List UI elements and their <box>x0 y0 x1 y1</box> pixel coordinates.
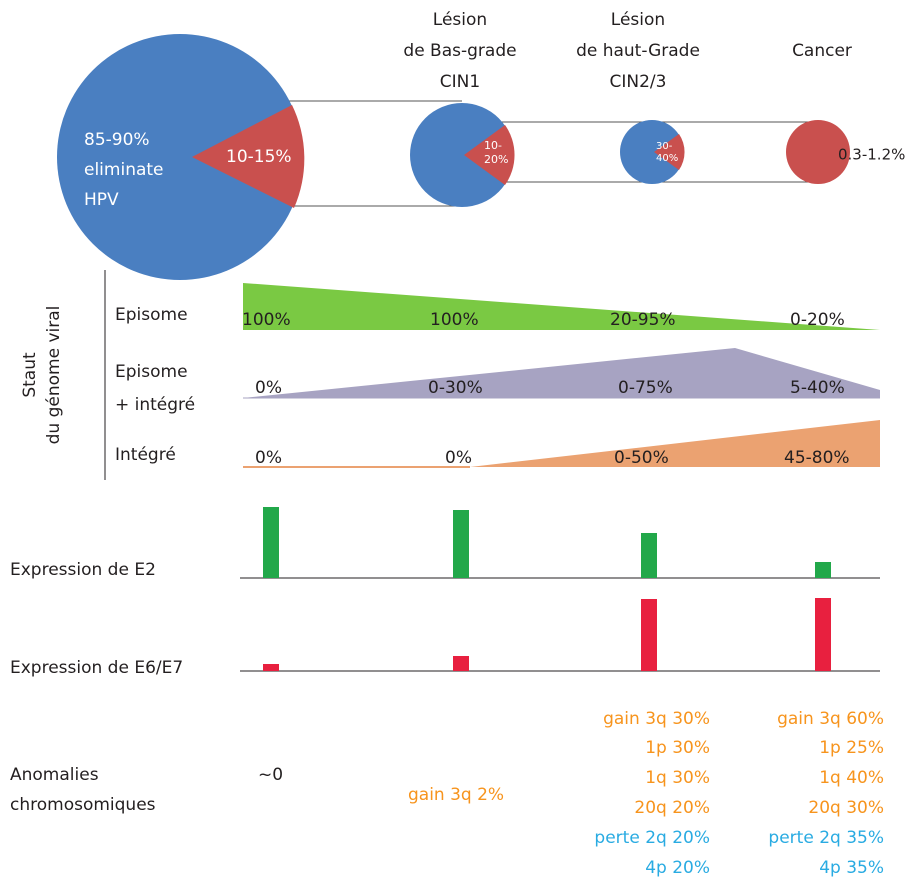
pie-1-slice <box>192 105 305 208</box>
row-value: 0-30% <box>428 378 483 398</box>
row-value: 0-20% <box>790 310 845 330</box>
pie-label: 10- <box>484 139 502 152</box>
row-value: 45-80% <box>784 448 850 468</box>
row-label: Episome <box>115 362 188 382</box>
expression-label: Expression de E6/E7 <box>10 658 183 678</box>
mixed-band <box>243 348 880 398</box>
stage: de Bas-grade <box>403 41 516 61</box>
e6e7-bars <box>263 598 831 671</box>
anomaly: perte 2q 35% <box>768 828 884 848</box>
pie-label: 40% <box>656 153 678 164</box>
pie-1 <box>57 34 303 280</box>
row-value: 0% <box>445 448 472 468</box>
row-value: 5-40% <box>790 378 845 398</box>
pie-3-slice <box>654 134 685 170</box>
pie-2-slice <box>464 125 515 185</box>
pie-3 <box>620 120 684 184</box>
anomalies-label: Anomalies <box>10 765 99 785</box>
anomaly: 1q 30% <box>645 768 710 788</box>
pie-label: 10-15% <box>226 147 292 167</box>
anomaly-col: gain 3q 30% 1p 30% 1q 30% 20q 20% perte … <box>594 709 884 878</box>
row-value: 0-50% <box>614 448 669 468</box>
stage: de haut-Grade <box>576 41 700 61</box>
row-value: 0-75% <box>618 378 673 398</box>
row-value: 0% <box>255 448 282 468</box>
anomaly: gain 3q 2% <box>408 785 504 805</box>
anomaly: 1q 40% <box>819 768 884 788</box>
anomaly: gain 3q 30% <box>603 709 710 729</box>
anomaly: 4p 20% <box>645 858 710 878</box>
connectors <box>270 100 818 207</box>
anomaly: 1p 30% <box>645 738 710 758</box>
anomaly: perte 2q 20% <box>594 828 710 848</box>
row-value: 20-95% <box>610 310 676 330</box>
pie-2 <box>410 103 514 207</box>
pie-4 <box>786 120 850 184</box>
row-value: 100% <box>242 310 291 330</box>
anomalies-label: chromosomiques <box>10 795 156 815</box>
anomaly: ~0 <box>258 765 283 785</box>
row-value: 0% <box>255 378 282 398</box>
stage: Cancer <box>792 41 852 61</box>
viral-title-line: Staut <box>20 352 40 398</box>
anomaly: gain 3q 60% <box>777 709 884 729</box>
pie-label: eliminate <box>84 160 164 180</box>
stage: CIN1 <box>440 72 480 92</box>
row-value: 100% <box>430 310 479 330</box>
expression-label: Expression de E2 <box>10 560 156 580</box>
pie-label: 20% <box>484 153 508 166</box>
stage-headers: Lésion de Bas-grade CIN1 Lésion de haut-… <box>403 10 852 92</box>
pie-label: 30- <box>656 141 673 152</box>
viral-title: Staut du génome viral <box>20 306 64 445</box>
pie-label: 0.3-1.2% <box>838 146 905 164</box>
anomaly: 1p 25% <box>819 738 884 758</box>
anomaly: 4p 35% <box>819 858 884 878</box>
row-label: + intégré <box>115 395 195 415</box>
stage: Lésion <box>433 10 487 30</box>
row-label: Intégré <box>115 445 176 465</box>
stage: Lésion <box>611 10 665 30</box>
stage: CIN2/3 <box>610 72 667 92</box>
integrated-band <box>243 420 880 467</box>
anomaly: 20q 20% <box>634 798 710 818</box>
pie-label: HPV <box>84 190 119 210</box>
row-label: Episome <box>115 305 188 325</box>
episome-band <box>243 283 880 330</box>
pie-label: 85-90% <box>84 130 150 150</box>
e2-bars <box>263 507 831 578</box>
anomaly: 20q 30% <box>808 798 884 818</box>
viral-title-line: du génome viral <box>44 306 64 445</box>
